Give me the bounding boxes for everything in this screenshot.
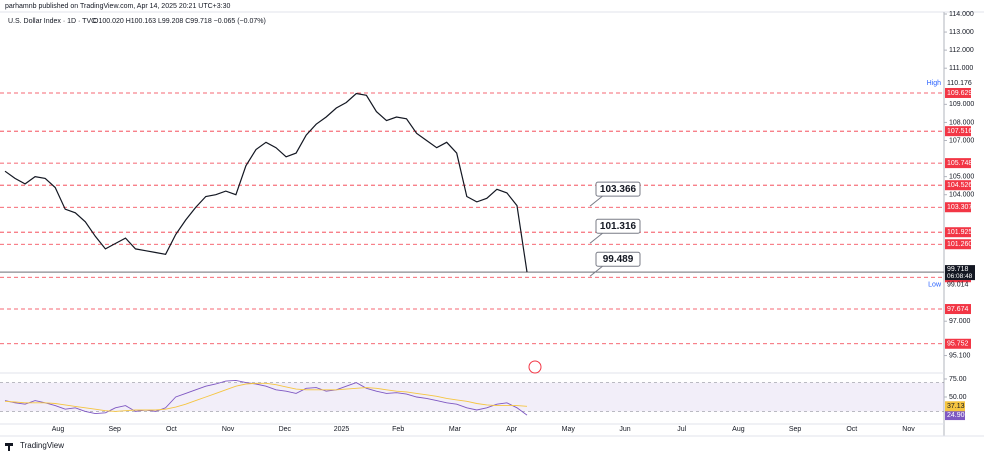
- event-icon[interactable]: [528, 360, 542, 374]
- x-tick-label: Oct: [846, 426, 857, 433]
- y-tick-label: 95.100: [949, 352, 971, 359]
- level-label: 97.674: [947, 306, 969, 313]
- x-tick-label: Apr: [506, 426, 518, 433]
- y-tick-label: 105.000: [949, 173, 974, 180]
- rsi-badge: [945, 401, 965, 412]
- level-label: 95.752: [947, 341, 969, 348]
- rsi-line: [4, 382, 528, 412]
- y-tick-label: 108.000: [949, 119, 974, 126]
- chart-title: U.S. Dollar Index · 1D · TVC: [8, 18, 96, 25]
- y-tick-label: 97.000: [949, 318, 971, 325]
- header: parhamnb published on TradingView.com, A…: [5, 3, 230, 10]
- x-tick-label: Nov: [222, 426, 235, 433]
- high-name: High: [927, 80, 942, 87]
- level-label: 101.925: [947, 229, 972, 236]
- callout-label: 101.316: [600, 221, 637, 232]
- y-tick-label: 112.000: [949, 47, 974, 54]
- x-tick-label: Aug: [732, 426, 745, 433]
- brand: TradingView: [20, 441, 64, 450]
- x-tick-label: Feb: [392, 426, 404, 433]
- y-tick-label: 104.000: [949, 192, 974, 199]
- x-tick-label: Jul: [677, 426, 686, 433]
- y-tick-label: 50.00: [949, 394, 967, 401]
- level-label: 101.260: [947, 241, 972, 248]
- x-tick-label: Sep: [108, 426, 121, 433]
- callout-box: [595, 251, 641, 267]
- level-label: 107.516: [947, 128, 972, 135]
- level-label: 105.748: [947, 160, 972, 167]
- y-tick-label: 111.000: [949, 65, 973, 72]
- y-tick-label: 114.000: [949, 11, 974, 18]
- ohlc: O100.020 H100.163 L99.208 C99.718 −0.065…: [93, 18, 266, 25]
- level-badge: [945, 126, 971, 137]
- last-price-badge: [945, 265, 975, 281]
- level-badge: [945, 227, 971, 238]
- x-tick-label: Aug: [52, 426, 65, 433]
- callout-label: 99.489: [603, 254, 634, 265]
- rsi-line: [4, 379, 528, 416]
- level-label: 104.526: [947, 182, 972, 189]
- rsi-badge: [945, 410, 965, 421]
- level-badge: [945, 338, 971, 349]
- x-tick-label: Oct: [166, 426, 177, 433]
- level-label: 109.629: [947, 90, 972, 97]
- y-tick-label: 107.000: [949, 137, 974, 144]
- y-tick-label: 113.000: [949, 29, 974, 36]
- callout-label: 103.366: [600, 184, 637, 195]
- rsi-band: [0, 382, 944, 412]
- x-tick-label: 2025: [334, 426, 350, 433]
- countdown: 06:08:48: [947, 273, 973, 280]
- level-badge: [945, 202, 971, 213]
- high-label: 110.176: [947, 80, 972, 87]
- level-badge: [945, 180, 971, 191]
- x-tick-label: Nov: [902, 426, 915, 433]
- x-tick-label: Mar: [449, 426, 462, 433]
- level-badge: [945, 158, 971, 169]
- level-badge: [945, 239, 971, 250]
- x-tick-label: Sep: [789, 426, 802, 433]
- level-badge: [945, 87, 971, 98]
- last-price-label: 99.718: [947, 266, 969, 273]
- level-badge: [945, 304, 971, 315]
- x-tick-label: Jun: [619, 426, 630, 433]
- callout-box: [595, 181, 641, 197]
- x-tick-label: May: [562, 426, 576, 433]
- logo: [5, 443, 13, 451]
- price-line: [4, 92, 528, 273]
- low-label: 99.014: [947, 282, 969, 289]
- y-tick-label: 75.00: [949, 376, 967, 383]
- x-tick-label: Dec: [279, 426, 292, 433]
- level-label: 103.307: [947, 204, 972, 211]
- rsi-label: 37.13: [947, 403, 965, 410]
- callout-box: [595, 218, 641, 234]
- rsi-label: 24.90: [947, 412, 965, 419]
- low-name: Low: [928, 282, 942, 289]
- y-tick-label: 109.000: [949, 101, 974, 108]
